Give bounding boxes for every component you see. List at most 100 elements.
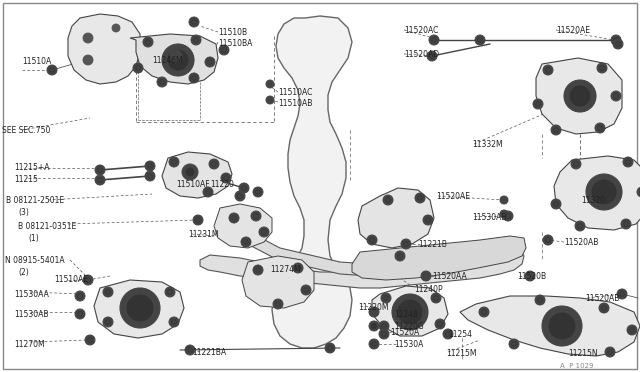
Circle shape	[379, 321, 389, 331]
Circle shape	[325, 343, 335, 353]
Text: 11270M: 11270M	[14, 340, 45, 349]
Circle shape	[551, 199, 561, 209]
Polygon shape	[272, 16, 352, 348]
Text: 11530AB: 11530AB	[14, 310, 49, 319]
Text: 11221BA: 11221BA	[192, 348, 226, 357]
Circle shape	[429, 35, 439, 45]
Circle shape	[219, 45, 229, 55]
Circle shape	[165, 287, 175, 297]
Circle shape	[241, 237, 251, 247]
Circle shape	[599, 187, 609, 197]
Circle shape	[395, 251, 405, 261]
Circle shape	[500, 196, 508, 204]
Circle shape	[203, 187, 213, 197]
Circle shape	[383, 195, 393, 205]
Circle shape	[83, 33, 93, 43]
Circle shape	[47, 65, 57, 75]
Text: 11215M: 11215M	[446, 349, 477, 358]
Circle shape	[83, 275, 93, 285]
Circle shape	[253, 265, 263, 275]
Circle shape	[205, 57, 215, 67]
Circle shape	[301, 285, 311, 295]
Polygon shape	[200, 248, 524, 288]
Circle shape	[174, 56, 182, 64]
Text: A  P 1029: A P 1029	[560, 363, 593, 369]
Circle shape	[423, 215, 433, 225]
Circle shape	[479, 307, 489, 317]
Circle shape	[229, 213, 239, 223]
Circle shape	[617, 289, 627, 299]
Circle shape	[557, 321, 567, 331]
Text: B 08121-0351E: B 08121-0351E	[18, 222, 76, 231]
Circle shape	[191, 35, 201, 45]
Circle shape	[209, 159, 219, 169]
Text: 11510A: 11510A	[22, 57, 51, 66]
Text: 11520AE: 11520AE	[436, 192, 470, 201]
Polygon shape	[130, 34, 218, 84]
Circle shape	[392, 294, 428, 330]
Circle shape	[235, 191, 245, 201]
Circle shape	[571, 159, 581, 169]
Circle shape	[611, 91, 621, 101]
Text: 11520AA: 11520AA	[432, 272, 467, 281]
Circle shape	[500, 210, 508, 218]
Polygon shape	[554, 156, 640, 230]
Text: 11332M: 11332M	[472, 140, 502, 149]
Circle shape	[259, 227, 269, 237]
Circle shape	[182, 164, 198, 180]
Circle shape	[85, 335, 95, 345]
Text: 11530A: 11530A	[394, 340, 424, 349]
Text: (1): (1)	[28, 234, 39, 243]
Text: SEE SEC.750: SEE SEC.750	[2, 126, 51, 135]
Circle shape	[189, 73, 199, 83]
Circle shape	[570, 86, 590, 106]
Circle shape	[157, 77, 167, 87]
Circle shape	[525, 271, 535, 281]
Circle shape	[170, 50, 182, 62]
Circle shape	[135, 303, 145, 313]
Circle shape	[221, 173, 231, 183]
Polygon shape	[372, 286, 448, 336]
Text: 11215N: 11215N	[568, 349, 598, 358]
Text: 11215: 11215	[14, 175, 38, 184]
Circle shape	[169, 317, 179, 327]
Text: 11274M: 11274M	[270, 265, 301, 274]
Circle shape	[83, 55, 93, 65]
Text: 11220: 11220	[210, 180, 234, 189]
Circle shape	[526, 272, 534, 280]
Text: 11246M: 11246M	[152, 56, 182, 65]
Circle shape	[369, 321, 379, 331]
Circle shape	[112, 24, 120, 32]
Text: 11254: 11254	[448, 330, 472, 339]
Polygon shape	[230, 226, 476, 278]
Text: 11520B: 11520B	[517, 272, 546, 281]
Text: (3): (3)	[18, 208, 29, 217]
Polygon shape	[162, 152, 232, 198]
Text: 11231M: 11231M	[188, 230, 218, 239]
Circle shape	[443, 329, 453, 339]
Text: 11510AC: 11510AC	[278, 88, 312, 97]
Circle shape	[613, 39, 623, 49]
Circle shape	[398, 300, 422, 324]
Text: B 08121-2501E: B 08121-2501E	[6, 196, 64, 205]
Circle shape	[239, 183, 249, 193]
Circle shape	[145, 171, 155, 181]
Text: 11248: 11248	[394, 310, 418, 319]
Circle shape	[592, 180, 616, 204]
Circle shape	[266, 80, 274, 88]
Circle shape	[273, 299, 283, 309]
Circle shape	[266, 96, 274, 104]
Circle shape	[143, 37, 153, 47]
Circle shape	[543, 235, 553, 245]
Text: 11510AB: 11510AB	[278, 99, 312, 108]
Circle shape	[586, 174, 622, 210]
Polygon shape	[358, 188, 434, 248]
Circle shape	[103, 287, 113, 297]
Circle shape	[621, 219, 631, 229]
Circle shape	[575, 221, 585, 231]
Circle shape	[509, 339, 519, 349]
Circle shape	[415, 193, 425, 203]
Text: 11215+A: 11215+A	[14, 163, 49, 172]
Circle shape	[605, 347, 615, 357]
Text: 11520AE: 11520AE	[556, 26, 590, 35]
